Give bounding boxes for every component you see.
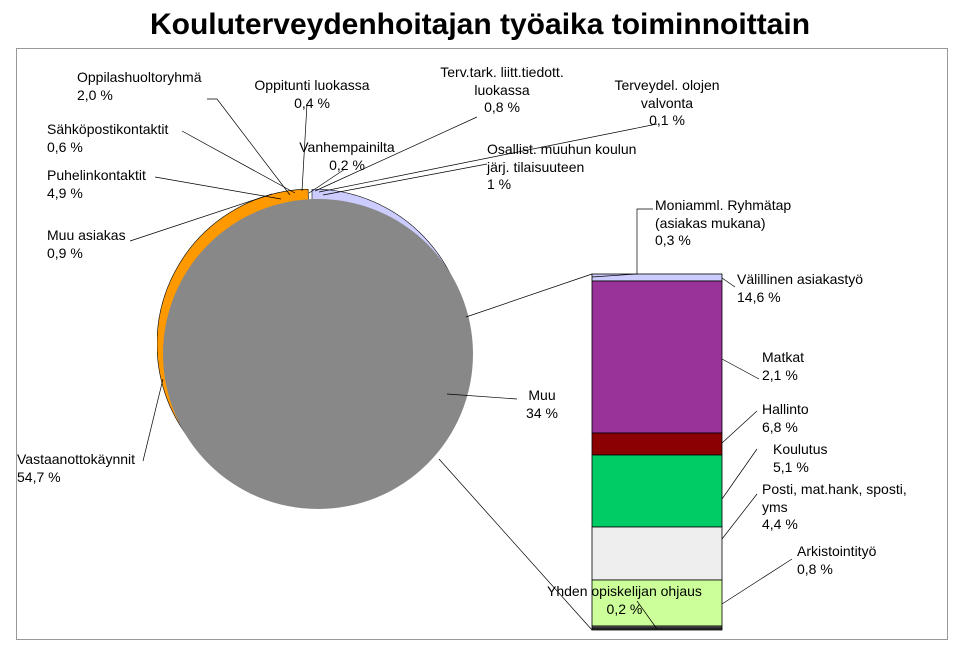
page-title: Kouluterveydenhoitajan työaika toiminnoi… [14,8,946,42]
bar-seg-matkat [592,433,722,455]
label-moniamml: Moniamml. Ryhmätap (asiakas mukana) 0,3 … [655,197,791,250]
bar-seg-ohjaus [592,628,722,630]
label-tervtark: Terv.tark. liitt.tiedott. luokassa 0,8 % [412,64,592,117]
bar-seg-moniamml [592,274,722,281]
label-muu: Muu 34 % [512,387,572,422]
label-ohjaus: Yhden opiskelijan ohjaus 0,2 % [547,583,702,618]
bar-seg-arkisto [592,626,722,628]
label-muu-asiakas: Muu asiakas 0,9 % [47,227,126,262]
label-arkisto: Arkistointityö 0,8 % [797,543,876,578]
label-vastaanotto: Vastaanottokäynnit 54,7 % [17,451,135,486]
label-koulutus: Koulutus 5,1 % [773,441,827,476]
label-ohr: Oppilashuoltoryhmä 2,0 % [77,69,202,104]
label-sposti: Sähköpostikontaktit 0,6 % [47,121,168,156]
label-matkat: Matkat 2,1 % [762,349,804,384]
bar-seg-koulutus [592,527,722,580]
bar-seg-valillinen [592,281,722,433]
label-valvonta: Terveydel. olojen valvonta 0,1 % [592,77,742,130]
label-posti: Posti, mat.hank, sposti, yms 4,4 % [762,481,907,534]
pie-shadow [163,199,473,509]
label-vanhempainilta: Vanhempainilta 0,2 % [277,139,417,174]
label-osallist: Osallist. muuhun koulun järj. tilaisuute… [487,141,636,194]
pie-chart [157,189,467,499]
label-valillinen: Välillinen asiakastyö 14,6 % [737,271,863,306]
label-puhelin: Puhelinkontaktit 4,9 % [47,167,146,202]
chart-frame: Oppilashuoltoryhmä 2,0 % Sähköpostikonta… [16,48,948,640]
label-oppitunti: Oppitunti luokassa 0,4 % [237,77,387,112]
bar-seg-hallinto [592,455,722,527]
label-hallinto: Hallinto 6,8 % [762,401,809,436]
